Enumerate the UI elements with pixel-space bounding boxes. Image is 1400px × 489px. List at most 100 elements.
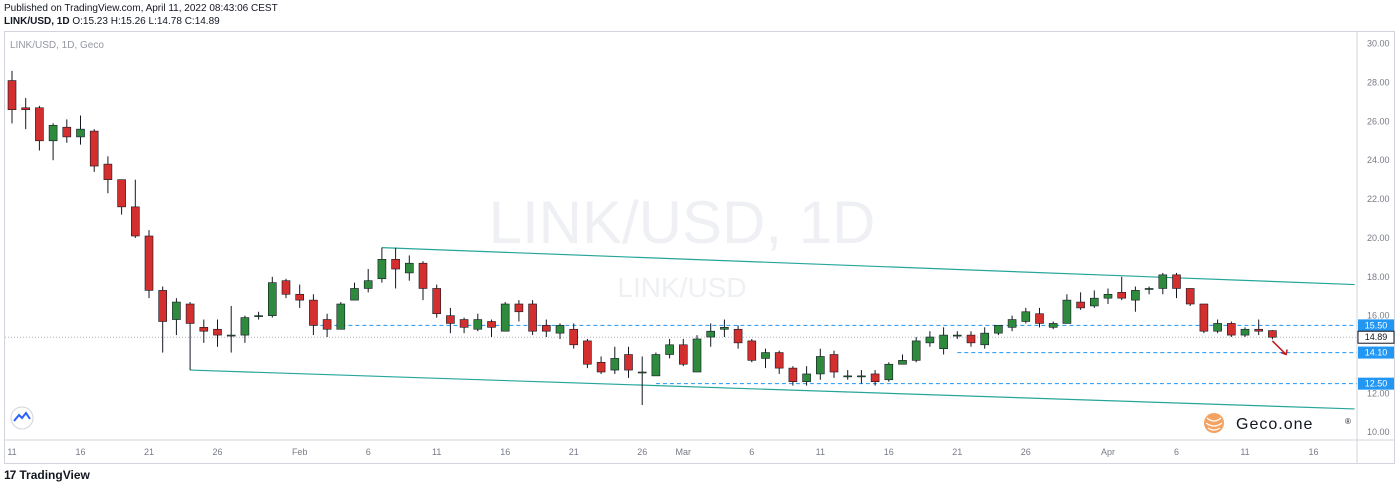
chart-frame <box>4 31 1395 464</box>
x-tick-label: 16 <box>884 447 894 457</box>
close-label: C: <box>184 16 195 27</box>
candle-body <box>226 334 236 337</box>
down-arrow-head <box>1280 349 1288 356</box>
tradingview-badge[interactable] <box>10 406 34 430</box>
candle-body <box>788 367 798 383</box>
high-label: H: <box>110 16 121 27</box>
x-tick-label: 26 <box>1021 447 1031 457</box>
candle-body <box>89 130 99 167</box>
candle-body <box>829 354 839 373</box>
candle-body <box>1213 323 1222 332</box>
candle-body <box>651 354 661 377</box>
close-value: 14.89 <box>194 16 220 27</box>
candle-body <box>774 352 784 369</box>
x-tick-label: 26 <box>212 447 222 457</box>
candle-body <box>692 338 702 373</box>
candle-body <box>747 340 757 361</box>
y-tick-label: 18.00 <box>1367 272 1390 282</box>
high-value: 15.26 <box>120 16 146 27</box>
candle-body <box>35 107 44 142</box>
candle-body <box>446 315 455 324</box>
candle-body <box>1021 311 1031 322</box>
candle-body <box>857 375 866 378</box>
x-tick-label: 16 <box>75 447 85 457</box>
candle-body <box>706 330 716 338</box>
x-tick-label: 21 <box>144 447 154 457</box>
candle-body <box>843 375 853 378</box>
y-tick-label: 26.00 <box>1367 116 1390 126</box>
candle-body <box>350 288 359 301</box>
candle-body <box>336 303 346 330</box>
watermark-sub: LINK/USD <box>617 272 746 303</box>
level-label-bg <box>1358 346 1394 359</box>
candle-body <box>213 328 222 336</box>
candle-body <box>500 303 510 332</box>
candle-body <box>884 363 894 381</box>
candle-body <box>1103 293 1113 299</box>
low-value: 14.78 <box>156 16 182 27</box>
x-tick-label: 6 <box>749 447 754 457</box>
candle-body <box>898 360 907 365</box>
chart-icon <box>13 411 31 422</box>
candle-body <box>939 334 948 349</box>
ohlc-readout: LINK/USD, 1D O:15.23 H:15.26 L:14.78 C:1… <box>4 16 220 28</box>
x-tick-label: 6 <box>366 447 371 457</box>
y-tick-label: 10.00 <box>1367 427 1390 437</box>
candle-body <box>541 325 551 332</box>
candle-body <box>404 262 414 274</box>
candle-body <box>678 344 688 365</box>
candle-body <box>1199 303 1209 332</box>
candle-body <box>185 303 195 324</box>
tradingview-name: TradingView <box>19 468 90 482</box>
published-info: Published on TradingView.com, April 11, … <box>4 3 278 14</box>
candle-body <box>1131 290 1140 301</box>
candle-body <box>870 373 880 383</box>
candle-body <box>254 315 263 317</box>
candle-body <box>473 319 483 330</box>
candle-body <box>295 293 305 301</box>
candle-body <box>994 325 1003 334</box>
candle-body <box>322 319 332 330</box>
candle-body <box>76 128 85 138</box>
open-label: O: <box>72 16 83 27</box>
x-tick-label: 26 <box>637 447 647 457</box>
y-tick-label: 20.00 <box>1367 233 1390 243</box>
candle-body <box>158 290 167 322</box>
candle-body <box>117 179 126 208</box>
candle-body <box>21 107 31 111</box>
x-tick-label: 21 <box>569 447 579 457</box>
candle-body <box>1240 328 1250 336</box>
level-label-bg <box>1358 377 1394 390</box>
candle-body <box>720 327 729 330</box>
x-tick-label: 16 <box>1308 447 1318 457</box>
candle-body <box>1158 274 1168 289</box>
open-value: 15.23 <box>82 16 108 27</box>
candle-body <box>528 303 537 332</box>
candle-body <box>514 303 524 313</box>
candle-body <box>761 352 770 359</box>
candle-body <box>1117 292 1126 299</box>
candle-body <box>1048 323 1058 328</box>
geco-brand-name: Geco.one <box>1236 416 1313 433</box>
candle-body <box>1172 274 1181 289</box>
level-label: 15.50 <box>1365 320 1388 330</box>
x-tick-label: 11 <box>7 447 16 457</box>
candle-body <box>596 361 606 373</box>
watermark-main: LINK/USD, 1D <box>489 189 876 256</box>
level-label: 14.10 <box>1365 348 1388 358</box>
candle-body <box>267 282 277 316</box>
candle-body <box>7 80 17 111</box>
candle-body <box>1007 319 1017 328</box>
candle-body <box>487 321 496 328</box>
candle-body <box>432 288 442 315</box>
candle-body <box>802 373 811 383</box>
candle-body <box>1076 301 1085 309</box>
candle-body <box>569 328 579 346</box>
candle-body <box>637 371 647 374</box>
candle-body <box>1268 330 1277 338</box>
candle-body <box>1090 297 1099 307</box>
candle-body <box>925 336 935 344</box>
candle-body <box>363 280 373 289</box>
candle-body <box>199 327 209 332</box>
